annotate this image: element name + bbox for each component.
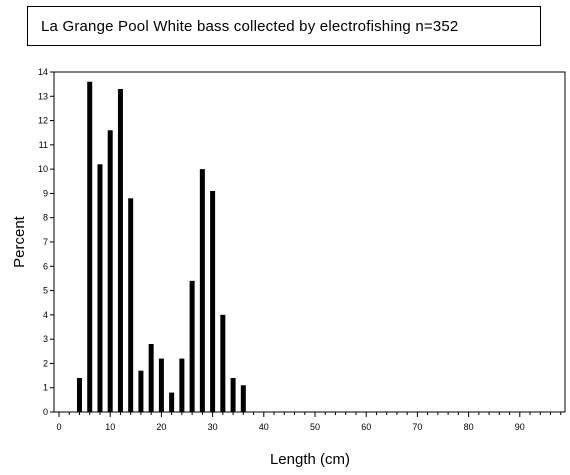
- chart-title: La Grange Pool White bass collected by e…: [41, 18, 459, 35]
- bar: [189, 280, 195, 412]
- x-axis-title: Length (cm): [270, 451, 350, 468]
- y-tick-label: 10: [38, 164, 48, 174]
- y-tick-label: 7: [43, 237, 48, 247]
- bar: [210, 191, 216, 412]
- bar: [240, 385, 246, 412]
- y-tick-label: 13: [38, 91, 48, 101]
- y-tick-label: 4: [43, 310, 48, 320]
- bar: [199, 169, 205, 412]
- y-tick-label: 12: [38, 116, 48, 126]
- x-tick-label: 0: [56, 422, 61, 432]
- y-tick-label: 0: [43, 407, 48, 417]
- x-tick-label: 70: [412, 422, 422, 432]
- bar: [76, 378, 82, 412]
- x-tick-label: 10: [105, 422, 115, 432]
- bar: [158, 358, 164, 412]
- y-tick-label: 11: [39, 140, 48, 150]
- x-tick-label: 80: [464, 422, 474, 432]
- y-tick-label: 8: [43, 213, 48, 223]
- y-tick-label: 1: [43, 383, 48, 393]
- y-tick-label: 14: [38, 67, 48, 77]
- bar: [230, 378, 236, 412]
- x-tick-label: 20: [156, 422, 166, 432]
- y-tick-label: 9: [43, 188, 48, 198]
- y-axis-title: Percent: [11, 215, 28, 268]
- bar: [107, 130, 113, 413]
- y-tick-label: 6: [43, 261, 48, 271]
- y-tick-label: 2: [43, 358, 48, 368]
- x-tick-label: 40: [259, 422, 269, 432]
- bar: [128, 198, 134, 412]
- bar: [117, 89, 123, 412]
- bar: [148, 344, 154, 412]
- chart-title-box: La Grange Pool White bass collected by e…: [27, 6, 541, 46]
- x-axis: 0 10 20 30 40 50 60 70 80 90: [56, 412, 562, 432]
- bars-group: [76, 81, 246, 413]
- x-tick-label: 60: [361, 422, 371, 432]
- y-tick-label: 5: [43, 286, 48, 296]
- bar: [97, 164, 103, 412]
- x-tick-label: 50: [310, 422, 320, 432]
- x-tick-label: 30: [208, 422, 218, 432]
- bar: [138, 370, 144, 412]
- bar: [179, 358, 185, 412]
- bar: [220, 314, 226, 412]
- y-tick-label: 3: [43, 334, 48, 344]
- x-tick-label: 90: [515, 422, 525, 432]
- bar: [87, 81, 93, 412]
- bar: [169, 392, 175, 412]
